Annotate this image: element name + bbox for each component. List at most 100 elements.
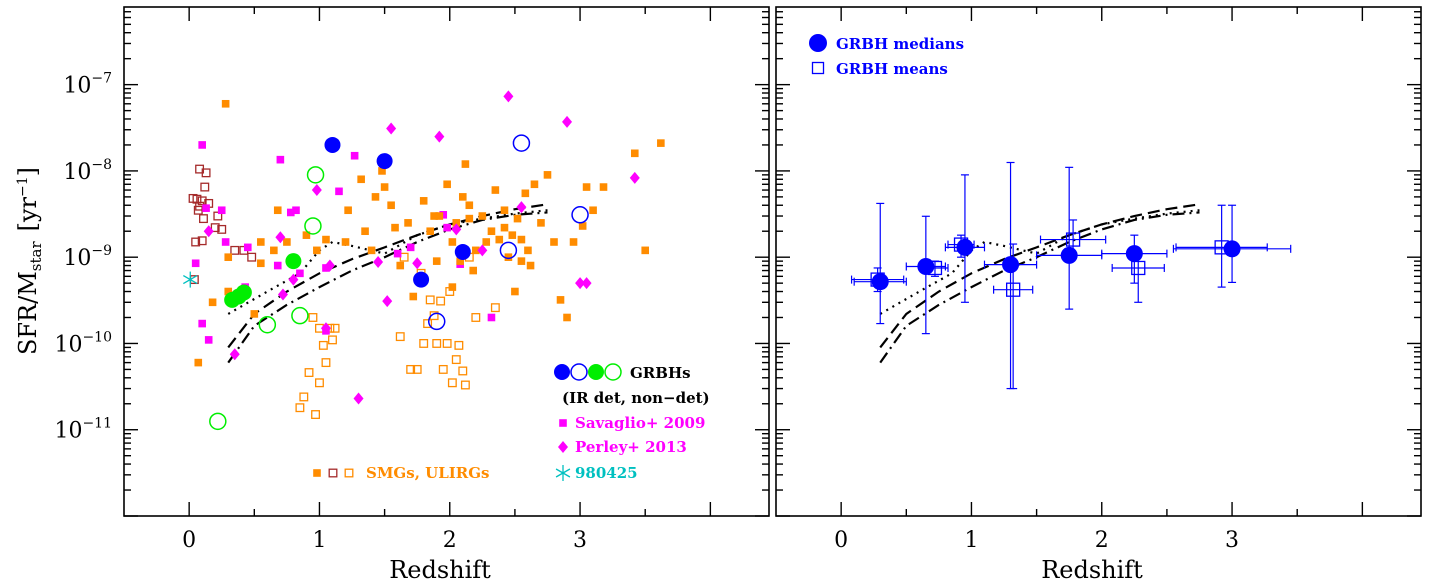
- x-tick-label: 0: [182, 528, 196, 553]
- data-point: [247, 252, 257, 262]
- data-point: [230, 245, 240, 255]
- x-tick-label: 3: [573, 528, 587, 553]
- legend-marker: [328, 468, 338, 478]
- data-point: [508, 231, 517, 239]
- data-point: [217, 206, 226, 215]
- data-point: [250, 310, 259, 318]
- x-axis-title-right: Redshift: [1041, 556, 1143, 584]
- data-point: [412, 364, 422, 374]
- data-point: [443, 223, 451, 232]
- data-point: [517, 257, 526, 265]
- data-point: [423, 319, 433, 329]
- data-point: [426, 227, 435, 236]
- data-point: [513, 214, 522, 223]
- data-point: [286, 208, 295, 217]
- data-point: [208, 298, 217, 307]
- data-point: [273, 261, 282, 270]
- data-point: [257, 259, 265, 268]
- data-point: [210, 223, 220, 233]
- legend-label: GRBH medians: [836, 35, 964, 53]
- data-point: [203, 225, 214, 238]
- y-tick-label: 10−10: [54, 329, 112, 357]
- data-point: [357, 175, 365, 184]
- y-axis-title-unit-close: ]: [14, 167, 42, 176]
- data-point: [380, 183, 389, 191]
- legend-label: GRBH means: [836, 60, 948, 78]
- data-point: [581, 277, 592, 290]
- legend-marker: [344, 468, 354, 478]
- legend-marker: [570, 363, 588, 381]
- data-point: [413, 271, 430, 288]
- data-point: [451, 223, 462, 236]
- legend-marker: [588, 364, 604, 380]
- left-panel: 0 1 2 3 10−11 10−10 10−9 10−8 10−7 GRBHs (IR det, …: [54, 6, 770, 553]
- data-point: [458, 366, 468, 376]
- data-point: [412, 257, 423, 270]
- data-point: [562, 115, 573, 128]
- data-point: [448, 283, 457, 291]
- data-point: [469, 266, 478, 275]
- data-point: [406, 243, 415, 252]
- plot-frame: [775, 6, 1422, 517]
- data-point: [288, 273, 299, 286]
- data-point: [1006, 282, 1021, 297]
- data-point: [434, 130, 445, 143]
- data-point: [1223, 240, 1241, 258]
- data-point: [419, 197, 428, 205]
- data-point: [490, 303, 500, 313]
- data-point: [472, 246, 480, 255]
- data-point: [344, 206, 352, 215]
- data-point: [556, 296, 565, 304]
- data-point: [371, 193, 380, 201]
- data-point: [460, 380, 470, 390]
- data-point: [491, 186, 500, 194]
- x-tick-label: 2: [443, 528, 457, 553]
- y-axis-title: SFR/Mstar [yr−1]: [14, 167, 45, 355]
- data-point: [304, 217, 322, 235]
- data-point: [376, 153, 393, 170]
- data-point: [578, 222, 587, 230]
- data-point: [221, 99, 230, 108]
- data-point: [209, 412, 227, 431]
- data-point: [458, 193, 467, 201]
- data-point: [599, 183, 608, 191]
- data-point: [353, 392, 364, 405]
- data-point: [917, 257, 935, 275]
- x-tick-label: 3: [1225, 528, 1239, 553]
- data-point: [386, 122, 397, 135]
- model-curve-dashdot: [227, 211, 548, 364]
- data-point: [521, 189, 530, 198]
- y-tick-label: 10−9: [63, 243, 112, 271]
- data-point: [295, 403, 305, 413]
- y-tick-label: 10−8: [63, 157, 112, 185]
- data-point: [292, 206, 300, 215]
- data-point: [285, 253, 302, 270]
- asterisk-stroke: [183, 275, 198, 285]
- data-point: [335, 187, 343, 196]
- model-curve-dashed: [879, 203, 1200, 349]
- data-point: [273, 206, 282, 215]
- data-point: [183, 271, 198, 288]
- data-point: [471, 313, 481, 322]
- data-point: [452, 219, 461, 227]
- data-point: [275, 231, 286, 244]
- data-point: [194, 358, 203, 367]
- legend-label: (IR det, non−det): [562, 389, 710, 407]
- data-point: [409, 292, 418, 301]
- legend-marker: [604, 363, 622, 381]
- data-point: [404, 219, 412, 227]
- data-point: [436, 296, 446, 306]
- legend-marker: [558, 441, 568, 453]
- data-point: [311, 184, 322, 197]
- data-point: [270, 246, 278, 255]
- right-panel: 0 1 2 3 GRBH medians GRBH means: [775, 6, 1422, 553]
- data-point: [350, 151, 359, 160]
- data-point: [197, 236, 207, 246]
- data-point: [235, 284, 252, 301]
- data-point: [221, 238, 230, 246]
- data-point: [630, 149, 639, 158]
- legend-marker: [554, 364, 570, 380]
- data-point: [1065, 232, 1081, 247]
- data-point: [461, 160, 470, 168]
- data-point: [391, 223, 399, 232]
